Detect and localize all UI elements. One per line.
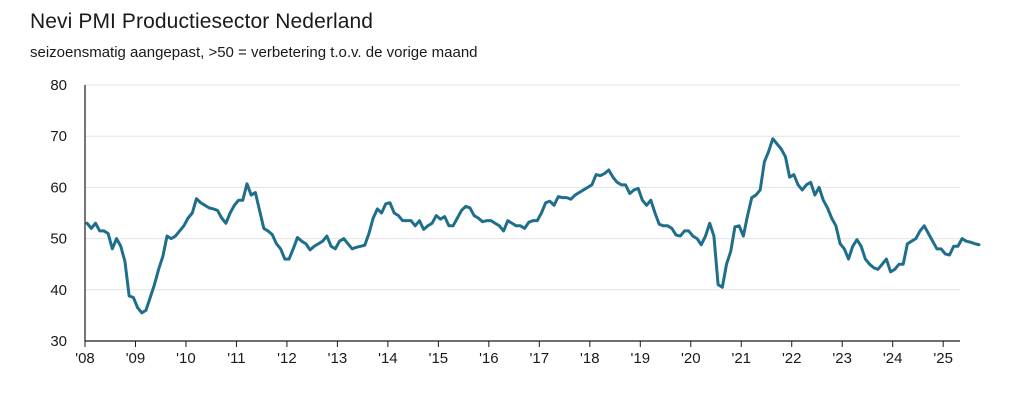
x-tick-label: '13 [328,350,348,367]
x-tick-label: '24 [883,350,903,367]
series-layer [85,137,981,315]
grid-lines [85,84,960,291]
x-tick-label: '08 [75,350,95,367]
y-axis-ticks: 30 40 50 60 70 80 [50,77,67,350]
x-tick-label: '16 [479,350,499,367]
chart-subtitle: seizoensmatig aangepast, >50 = verbeteri… [30,44,478,61]
x-tick-label: '09 [126,350,146,367]
y-tick-label: 60 [50,179,67,196]
pmi-series-line [85,137,981,315]
x-axis-ticks: '08 '09 '10 '11 '12 '13 '14 '15 '16 '17 '18 '19 '20 '… [75,341,953,367]
x-tick-label: '25 [933,350,953,367]
x-tick-label: '19 [631,350,651,367]
y-tick-label: 30 [50,333,67,350]
x-tick-label: '18 [580,350,600,367]
x-tick-label: '14 [378,350,398,367]
y-tick-label: 40 [50,282,67,299]
x-tick-label: '15 [429,350,449,367]
x-tick-label: '12 [277,350,297,367]
y-tick-label: 80 [50,77,67,94]
x-tick-label: '11 [227,350,245,367]
x-tick-label: '22 [782,350,802,367]
x-tick-label: '20 [681,350,701,367]
x-tick-label: '21 [731,350,751,367]
y-tick-label: 70 [50,128,67,145]
y-tick-label: 50 [50,231,67,248]
axes [84,85,960,342]
chart-title: Nevi PMI Productiesector Nederland [30,10,374,33]
x-tick-label: '17 [530,350,550,367]
x-tick-label: '23 [832,350,852,367]
x-tick-label: '10 [176,350,196,367]
